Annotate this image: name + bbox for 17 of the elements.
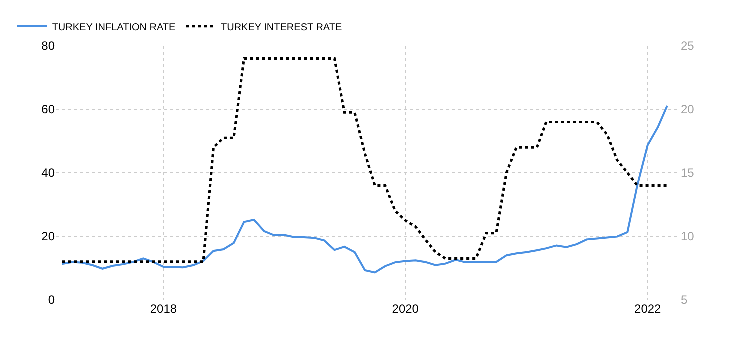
y-tick-label: 80 — [42, 39, 56, 54]
y2-tick-label: 20 — [681, 102, 695, 117]
y2-tick-label: 25 — [681, 39, 695, 54]
x-tick-label: 2018 — [150, 302, 178, 316]
x-tick-label: 2020 — [392, 302, 420, 316]
y2-tick-label: 5 — [681, 293, 688, 308]
y2-tick-label: 10 — [681, 230, 695, 244]
line-series — [61, 105, 668, 274]
y2-tick-label: 15 — [681, 166, 695, 180]
legend-label: TURKEY INTEREST RATE — [221, 22, 342, 34]
line-series — [61, 57, 669, 264]
y-tick-label: 60 — [42, 102, 56, 117]
y-tick-label: 40 — [42, 166, 56, 180]
y-tick-label: 20 — [42, 230, 56, 244]
y-tick-label: 0 — [48, 293, 56, 308]
x-tick-label: 2022 — [634, 302, 662, 316]
legend-label: TURKEY INFLATION RATE — [52, 22, 176, 34]
